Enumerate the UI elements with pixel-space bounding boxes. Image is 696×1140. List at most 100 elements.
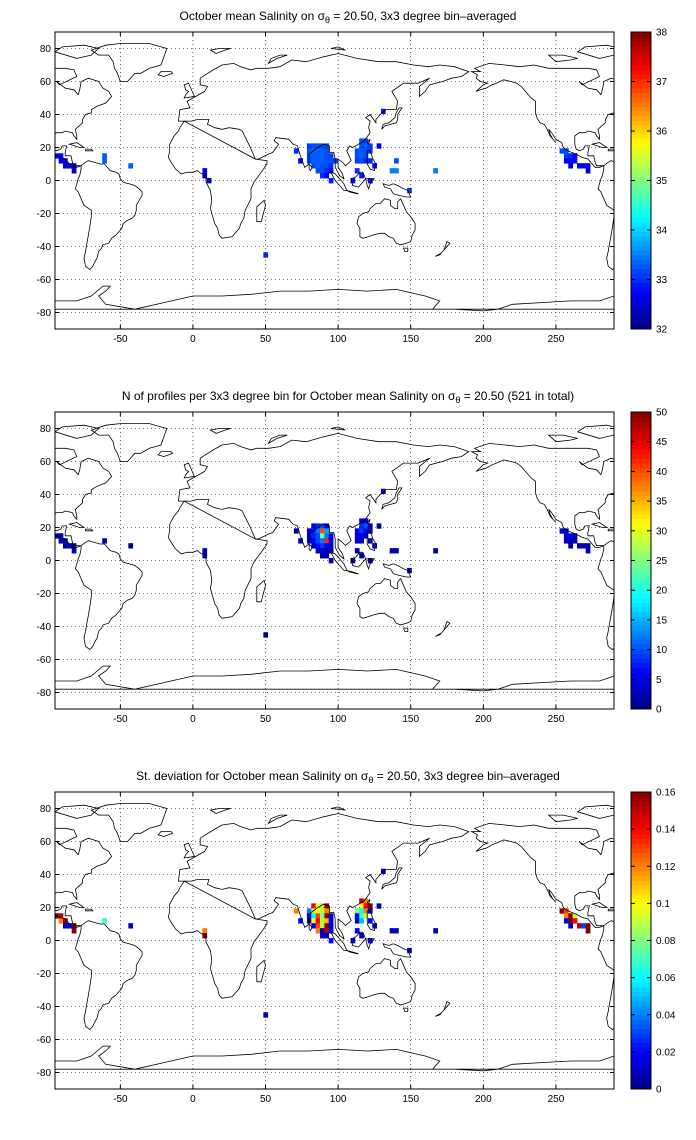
colorbar-segment [631, 606, 651, 613]
data-cell [324, 548, 330, 554]
colorbar-tick-label: 5 [656, 675, 662, 686]
y-tick-label: 60 [40, 457, 52, 468]
data-cell [354, 533, 360, 539]
coastline [381, 867, 403, 890]
data-cell [367, 903, 373, 909]
colorbar-segment [631, 412, 651, 418]
data-cell [363, 523, 369, 529]
x-tick-label: 0 [190, 1094, 196, 1105]
colorbar-segment [631, 291, 651, 298]
colorbar-segment [631, 78, 651, 84]
colorbar-segment [631, 180, 651, 186]
colorbar-segment [631, 55, 651, 61]
colorbar-segment [631, 124, 651, 130]
coastline [55, 804, 100, 819]
data-cell [559, 528, 565, 534]
coastline [470, 62, 614, 168]
panel-title-subscript: θ [455, 395, 460, 405]
colorbar-segment [631, 861, 651, 867]
data-cell [315, 928, 321, 934]
panel-title-text: N of profiles per 3x3 degree bin for Oct… [122, 389, 456, 403]
colorbar-segment [631, 648, 651, 654]
data-cell [359, 903, 364, 909]
colorbar-segment [631, 250, 651, 256]
data-cell [311, 523, 317, 529]
coastline [366, 899, 371, 906]
colorbar-segment [631, 667, 651, 673]
data-cell [328, 918, 334, 924]
coastline [209, 428, 231, 434]
panel-title: St. deviation for October mean Salinity … [136, 769, 560, 785]
colorbar-segment [631, 129, 651, 135]
data-cell [324, 148, 330, 154]
colorbar-segment [631, 792, 651, 798]
colorbar-segment [631, 199, 651, 205]
colorbar-segment [631, 810, 651, 816]
data-cell [372, 923, 378, 929]
data-cell [359, 158, 364, 164]
data-cell [263, 252, 269, 258]
coastline [167, 500, 268, 619]
colorbar-segment [631, 616, 651, 622]
colorbar-segment [631, 106, 651, 112]
colorbar-segment [631, 565, 651, 571]
coastline [691, 881, 696, 998]
data-cell [376, 523, 382, 529]
coastline [681, 832, 696, 837]
colorbar-segment [631, 273, 651, 279]
coastline [607, 148, 614, 152]
data-cell [311, 158, 317, 164]
data-cell [328, 913, 334, 919]
coastline [597, 920, 614, 1031]
data-cell [572, 153, 578, 159]
panel-title-text-end: = 20.50, 3x3 degree bin–averaged [373, 769, 559, 783]
coastline [330, 46, 346, 51]
data-cell [328, 153, 334, 159]
colorbar-segment [631, 476, 651, 483]
coastline [607, 908, 614, 912]
data-cell [359, 898, 364, 904]
coastline [267, 814, 288, 825]
colorbar-segment [631, 1037, 651, 1044]
data-cell [311, 543, 317, 549]
colorbar-segment [631, 1028, 651, 1034]
y-tick-label: 60 [40, 77, 52, 88]
data-cell [319, 918, 325, 924]
colorbar-segment [631, 1010, 651, 1016]
colorbar-segment [631, 319, 651, 325]
colorbar-tick-label: 32 [656, 325, 668, 336]
panel-title-subscript: θ [325, 15, 330, 25]
y-tick-label: -40 [37, 1002, 52, 1013]
data-cell [202, 173, 208, 179]
colorbar-segment [631, 245, 651, 251]
x-tick-label: 0 [190, 334, 196, 345]
data-cell [359, 528, 364, 534]
colorbar-segment [631, 1042, 651, 1048]
colorbar-segment [631, 287, 651, 293]
colorbar-segment [631, 490, 651, 497]
colorbar-segment [631, 1061, 651, 1067]
colorbar-segment [631, 430, 651, 436]
y-tick-label: -80 [37, 308, 52, 319]
data-cell [328, 923, 334, 929]
x-tick-label: -50 [113, 714, 128, 725]
coastline [90, 43, 168, 82]
colorbar-segment [631, 699, 651, 705]
coastline [365, 178, 376, 190]
data-cell [328, 543, 334, 549]
colorbar-segment [631, 852, 651, 858]
data-cell [359, 523, 364, 529]
coastline [366, 910, 377, 932]
colorbar-segment [631, 829, 651, 835]
x-tick-label: 150 [402, 714, 419, 725]
colorbar-segment [631, 1014, 651, 1020]
data-cell [324, 923, 330, 929]
data-cell [354, 528, 360, 534]
data-cell [568, 533, 574, 539]
colorbar-segment [631, 110, 651, 117]
colorbar-segment [631, 644, 651, 650]
data-cell [363, 903, 369, 909]
colorbar-segment [631, 602, 651, 608]
colorbar-segment [631, 36, 651, 42]
data-cell [354, 908, 360, 914]
